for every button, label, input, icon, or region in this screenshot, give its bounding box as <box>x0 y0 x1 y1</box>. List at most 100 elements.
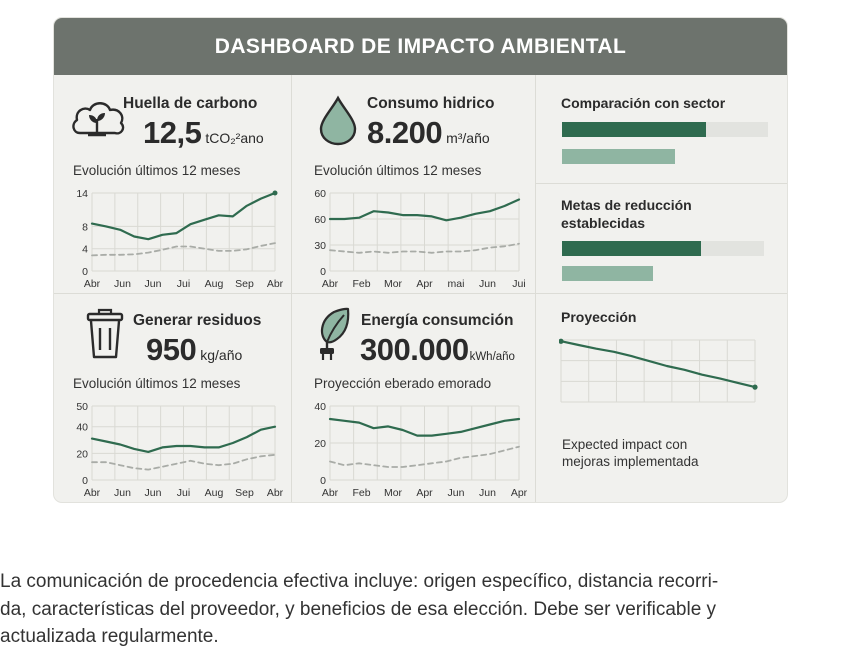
water-drop-icon <box>319 95 357 146</box>
x-tick-label: Apr <box>416 278 433 290</box>
y-tick-label: 20 <box>76 448 88 460</box>
x-tick-label: Aug <box>205 278 224 290</box>
goals-bar-track <box>562 241 764 256</box>
y-tick-label: 0 <box>320 266 326 278</box>
x-tick-label: Jui <box>512 278 525 290</box>
x-tick-label: Abr <box>322 487 339 499</box>
leaf-plug-icon <box>320 307 350 360</box>
dashboard-title: DASHBOARD DE IMPACTO AMBIENTAL <box>214 34 627 58</box>
projection-title: Proyección <box>561 309 637 325</box>
card-energy: Energía consumción 300.000kWh/año Proyec… <box>292 294 535 502</box>
metric: 12,5 tCO₂²ano <box>143 115 264 151</box>
metric: 950 kg/año <box>146 332 242 368</box>
x-tick-label: Feb <box>352 487 370 499</box>
body-caption: La comunicación de procedencia efectiva … <box>0 568 841 651</box>
x-tick-label: Jun <box>479 278 496 290</box>
x-tick-label: Apr <box>416 487 433 499</box>
dashboard-header: DASHBOARD DE IMPACTO AMBIENTAL <box>54 18 787 75</box>
x-tick-label: Jun <box>448 487 465 499</box>
x-tick-label: Sep <box>235 278 254 290</box>
metric-value: 950 <box>146 332 197 367</box>
divider <box>535 293 787 294</box>
y-tick-label: 50 <box>76 401 88 413</box>
series-actual-line <box>90 425 277 454</box>
comparison-bar-track <box>562 149 768 164</box>
x-tick-label: Apr <box>511 487 528 499</box>
x-tick-label: Aug <box>205 487 224 499</box>
y-tick-label: 0 <box>82 475 88 487</box>
projection-caption-line1: Expected impact con <box>562 437 688 452</box>
projection-end-marker <box>752 384 758 390</box>
metric-unit: kg/año <box>200 347 243 363</box>
metric-value: 8.200 <box>367 115 443 150</box>
comparison-bar-track <box>562 122 768 137</box>
card-title: Energía consumción <box>361 312 514 329</box>
divider <box>291 75 292 502</box>
projection-caption-line2: mejoras implementada <box>562 454 699 469</box>
comparison-bar-company <box>562 122 707 137</box>
x-tick-label: Jui <box>177 278 190 290</box>
goals-bar-progress <box>562 266 653 281</box>
x-tick-label: Abr <box>267 487 284 499</box>
trash-bin-icon <box>86 308 124 359</box>
metric-value: 300.000 <box>360 332 469 367</box>
x-tick-label: Abr <box>267 278 284 290</box>
x-tick-label: Jun <box>479 487 496 499</box>
y-tick-label: 20 <box>314 438 326 450</box>
metric: 300.000kWh/año <box>360 332 515 368</box>
y-tick-label: 14 <box>76 188 88 200</box>
y-tick-label: 4 <box>82 244 88 256</box>
card-waste: Generar residuos 950 kg/año Evolución últ… <box>54 294 291 502</box>
comparison-bar-sector <box>562 149 676 164</box>
caption-line-1: La comunicación de procedencia efectiva … <box>0 571 719 592</box>
series-reference-line <box>329 242 520 254</box>
caption-line-3: actualizada regularmente. <box>0 626 219 647</box>
series-actual-line <box>328 198 521 222</box>
x-tick-label: Jun <box>145 487 162 499</box>
card-water-consumption: Consumo hidrico 8.200 m³/año Evolución úl… <box>292 75 535 293</box>
chart-subtitle: Evolución últimos 12 meses <box>314 163 482 178</box>
x-tick-label: Sep <box>235 487 254 499</box>
series-actual-line <box>328 417 521 437</box>
projection-caption: Expected impact con mejoras implementada <box>562 436 752 470</box>
x-tick-label: Jun <box>114 487 131 499</box>
goals-title-line1: Metas de reducción <box>561 197 692 213</box>
x-tick-label: Mor <box>384 487 403 499</box>
y-tick-label: 0 <box>82 266 88 278</box>
card-title: Consumo hidrico <box>367 95 495 112</box>
x-tick-label: Jun <box>145 278 162 290</box>
goals-bar-track <box>562 266 764 281</box>
metric-value: 12,5 <box>143 115 202 150</box>
chart-subtitle: Evolución últimos 12 meses <box>73 163 241 178</box>
divider <box>54 293 535 294</box>
goals-bar-target <box>562 241 702 256</box>
y-tick-label: 60 <box>314 214 326 226</box>
metric-unit: m³/año <box>446 130 490 146</box>
card-carbon-footprint: Huella de carbono 12,5 tCO₂²ano Evolución… <box>54 75 291 293</box>
chart-subtitle: Proyección eberado emorado <box>314 376 492 391</box>
series-reference-line <box>329 445 520 468</box>
card-title: Huella de carbono <box>123 95 258 112</box>
metric-unit: tCO₂²ano <box>205 130 264 146</box>
cloud-plant-icon <box>72 102 125 137</box>
y-tick-label: 60 <box>314 188 326 200</box>
projection-chart <box>559 338 758 403</box>
x-tick-label: Jun <box>114 278 131 290</box>
x-tick-label: Abr <box>322 278 339 290</box>
series-reference-line <box>91 242 276 257</box>
x-tick-label: mai <box>448 278 465 290</box>
divider <box>535 75 536 502</box>
x-tick-label: Abr <box>84 278 101 290</box>
chart-subtitle: Evolución últimos 12 meses <box>73 376 241 391</box>
y-tick-label: 40 <box>76 422 88 434</box>
y-tick-label: 0 <box>320 475 326 487</box>
series-actual-line <box>90 191 277 241</box>
x-tick-label: Abr <box>84 487 101 499</box>
goals-title: Metas de reducción establecidas <box>561 196 692 232</box>
projection-line <box>560 340 756 389</box>
metric-unit: kWh/año <box>469 351 515 363</box>
x-tick-label: Mor <box>384 278 403 290</box>
projection-start-marker <box>559 338 564 344</box>
